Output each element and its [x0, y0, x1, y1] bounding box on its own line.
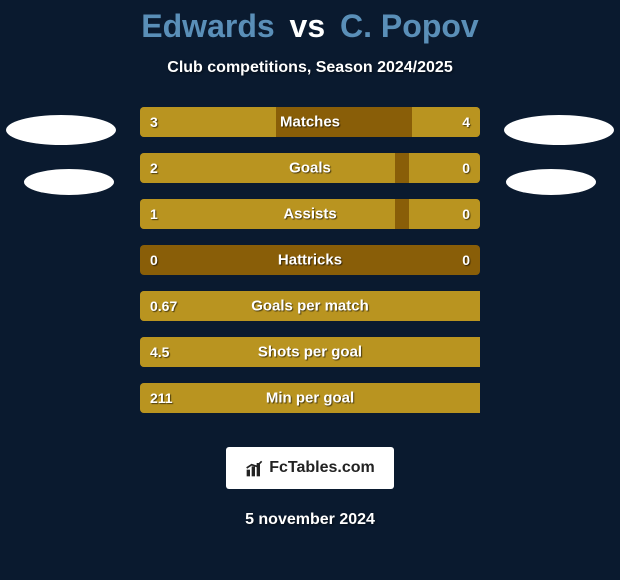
player2-badge-placeholder [506, 169, 596, 195]
player1-photo-placeholder [6, 115, 116, 145]
stat-bars-container: 34Matches 20Goals 10Assists 00Hattricks 0.67… [140, 107, 480, 429]
logo-text: FcTables.com [269, 459, 375, 477]
stat-row: 0.67Goals per match [140, 291, 480, 321]
stat-label: Hattricks [140, 252, 480, 269]
stat-label: Goals per match [140, 298, 480, 315]
stat-row: 211Min per goal [140, 383, 480, 413]
stat-row: 20Goals [140, 153, 480, 183]
stat-label: Goals [140, 160, 480, 177]
player2-photo-placeholder [504, 115, 614, 145]
player2-name: C. Popov [340, 8, 479, 44]
chart-icon [245, 458, 265, 478]
stat-label: Shots per goal [140, 344, 480, 361]
stat-row: 4.5Shots per goal [140, 337, 480, 367]
stat-label: Assists [140, 206, 480, 223]
player1-badge-placeholder [24, 169, 114, 195]
subtitle: Club competitions, Season 2024/2025 [0, 59, 620, 77]
comparison-title: Edwards vs C. Popov [0, 0, 620, 45]
footer-date: 5 november 2024 [0, 511, 620, 529]
stat-row: 00Hattricks [140, 245, 480, 275]
stat-label: Min per goal [140, 390, 480, 407]
stat-label: Matches [140, 114, 480, 131]
stat-row: 10Assists [140, 199, 480, 229]
comparison-area: 34Matches 20Goals 10Assists 00Hattricks 0.67… [0, 107, 620, 427]
player1-name: Edwards [141, 8, 274, 44]
vs-label: vs [290, 8, 326, 44]
stat-row: 34Matches [140, 107, 480, 137]
site-logo: FcTables.com [226, 447, 394, 489]
